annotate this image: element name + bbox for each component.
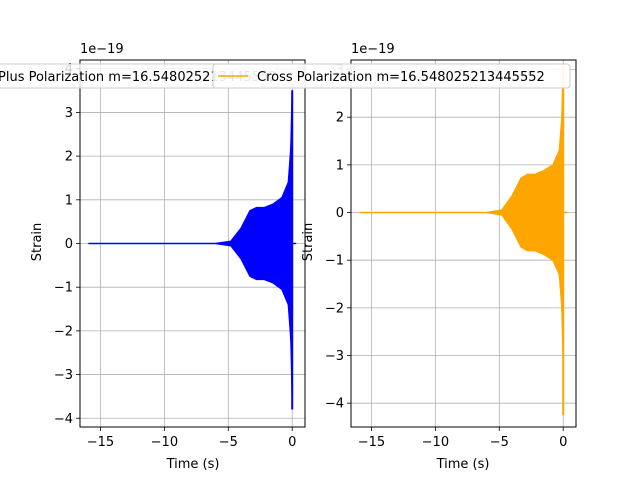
x-tick-label: −5 [219,435,238,450]
x-axis-ticks: −15 −10 −5 0 [358,427,567,450]
x-tick-label: 0 [288,435,296,450]
x-tick-label: −10 [151,435,178,450]
y-tick-label: 3 [65,106,73,121]
x-tick-label: −10 [422,435,449,450]
x-tick-label: 0 [559,435,567,450]
y-tick-label: −2 [54,324,73,339]
x-axis-label: Time (s) [166,457,220,472]
x-tick-label: −15 [358,435,385,450]
y-tick-label: 0 [65,237,73,252]
legend-label: Plus Polarization m=16.548025213445552 [0,70,277,85]
y-tick-label: −1 [54,281,73,296]
y-tick-label: 2 [336,111,344,126]
x-axis-ticks: −15 −10 −5 0 [87,427,296,450]
y-tick-label: −3 [325,349,344,364]
cross-polarization-legend: Cross Polarization m=16.548025213445552 [212,63,571,89]
y-tick-label: 0 [336,206,344,221]
y-axis-ticks: −4−3−2−101234 [54,62,80,427]
plus-polarization-trace [88,89,297,410]
legend-label: Cross Polarization m=16.548025213445552 [257,70,545,85]
y-tick-label: −2 [325,301,344,316]
y-tick-label: −1 [325,254,344,269]
y-tick-label: 1 [65,193,73,208]
x-tick-label: −5 [490,435,509,450]
plus-polarization-subplot: −15−10−50 −4−3−2−101234 Time (s) Strain … [30,42,306,472]
y-tick-label: −3 [54,368,73,383]
y-axis-label: Strain [301,223,316,262]
y-tick-label: −4 [54,412,73,427]
x-tick-label: −15 [87,435,114,450]
y-axis-label: Strain [30,223,45,262]
y-tick-label: 1 [336,158,344,173]
y-offset-label: 1e−19 [351,42,395,57]
y-tick-label: −4 [325,397,344,412]
legend-box [212,63,571,89]
y-tick-label: 2 [65,150,73,165]
x-axis-label: Time (s) [436,457,490,472]
axes-frame [350,59,577,428]
plus-polarization-legend: Plus Polarization m=16.548025213445552 [0,63,279,89]
y-offset-label: 1e−19 [80,42,124,57]
cross-polarization-trace [359,64,568,416]
